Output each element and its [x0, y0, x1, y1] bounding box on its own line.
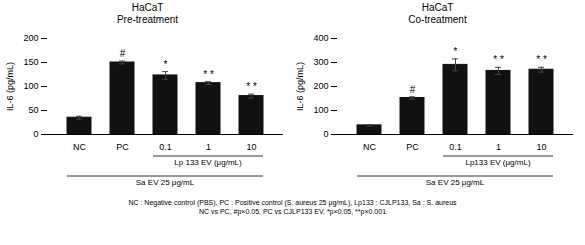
svg-text:IL-6 (pg/mL): IL-6 (pg/mL) [294, 62, 304, 111]
svg-text:10: 10 [536, 142, 546, 152]
svg-text:200: 200 [23, 33, 38, 43]
svg-text:Sa EV 25 μg/mL: Sa EV 25 μg/mL [425, 178, 484, 187]
svg-text:*: * [453, 46, 457, 57]
svg-text:50: 50 [28, 105, 38, 115]
svg-text:100: 100 [313, 105, 328, 115]
svg-text:1: 1 [495, 142, 500, 152]
svg-text:10: 10 [246, 142, 256, 152]
html-text:HaCaT Pre-treatment: HaCaT Pre-treatment [116, 2, 179, 25]
svg-text:Sa EV 25 μg/mL: Sa EV 25 μg/mL [135, 178, 194, 187]
svg-text:IL-6 (pg/mL): IL-6 (pg/mL) [4, 62, 14, 111]
svg-text:PC: PC [406, 142, 419, 152]
svg-text:0.1: 0.1 [159, 142, 172, 152]
svg-text:1: 1 [205, 142, 210, 152]
svg-text:NC: NC [363, 142, 376, 152]
html-text:NC vs PC, #p×0.05, PC vs CJLP1: NC vs PC, #p×0.05, PC vs CJLP133 EV, *p×… [198, 208, 386, 215]
svg-text:300: 300 [313, 57, 328, 67]
svg-text:150: 150 [23, 57, 38, 67]
svg-text:*: * [163, 59, 167, 70]
svg-text:0: 0 [33, 129, 38, 139]
svg-text:* *: * * [536, 54, 547, 65]
svg-text:* *: * * [493, 54, 504, 65]
svg-text:200: 200 [313, 81, 328, 91]
svg-text:* *: * * [246, 81, 257, 92]
html-text:NC : Negative control (PBS), P: NC : Negative control (PBS), PC : Positi… [128, 199, 457, 206]
svg-text:#: # [119, 48, 125, 59]
svg-text:0.1: 0.1 [449, 142, 462, 152]
svg-text:400: 400 [313, 33, 328, 43]
svg-text:100: 100 [23, 81, 38, 91]
html-text:HaCaT Co-treatment: HaCaT Co-treatment [408, 2, 467, 25]
svg-text:NC: NC [73, 142, 86, 152]
svg-text:Lp 133 EV (μg/mL): Lp 133 EV (μg/mL) [174, 158, 242, 167]
svg-text:PC: PC [116, 142, 129, 152]
svg-text:#: # [409, 84, 415, 95]
svg-text:* *: * * [203, 69, 214, 80]
svg-text:0: 0 [323, 129, 328, 139]
svg-text:Lp133 EV (μg/mL): Lp133 EV (μg/mL) [465, 158, 530, 167]
